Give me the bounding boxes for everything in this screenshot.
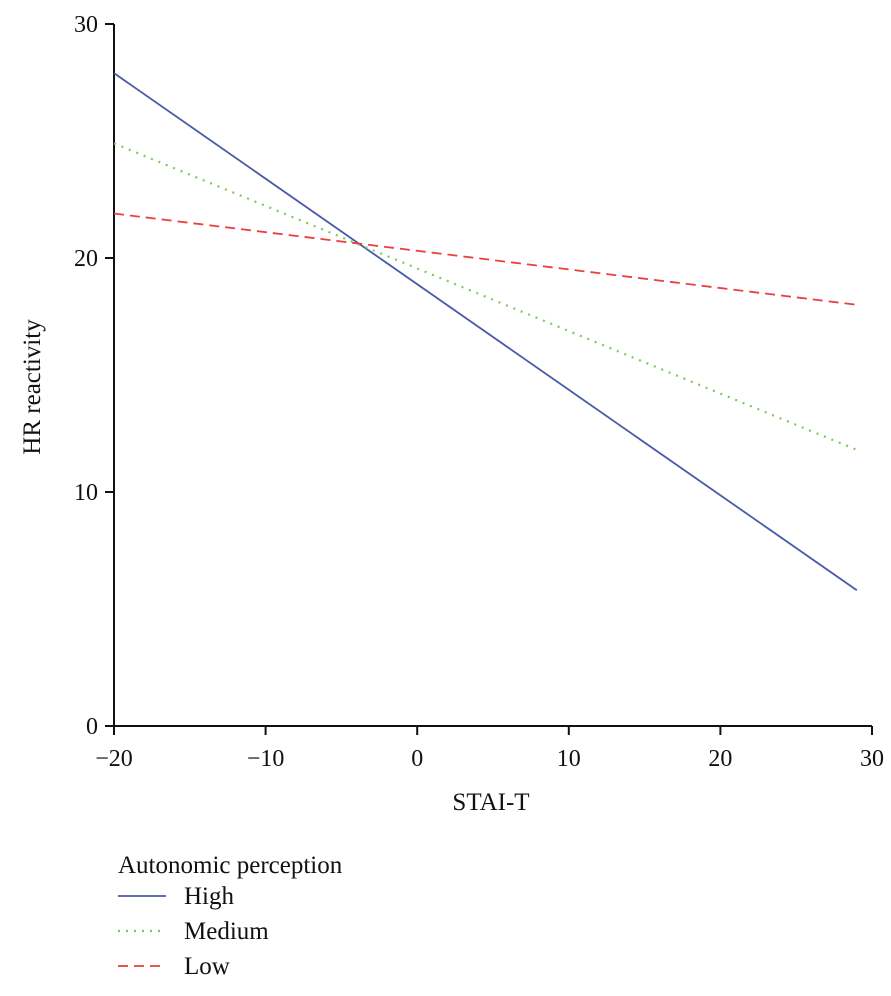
y-axis-title: HR reactivity — [19, 319, 46, 455]
legend-items: High Medium Low — [118, 883, 269, 980]
x-tick-label: −10 — [247, 746, 285, 772]
legend-label-medium: Medium — [184, 918, 269, 945]
y-tick-label: 0 — [86, 714, 98, 740]
series-line-medium — [113, 142, 858, 451]
series-line-high — [113, 72, 858, 592]
x-tick-label: 20 — [708, 746, 732, 772]
series-lines — [113, 72, 858, 592]
x-tick-label: −20 — [95, 746, 133, 772]
y-tick-label: 30 — [74, 12, 98, 38]
x-tick-label: 10 — [557, 746, 581, 772]
x-axis-title: STAI-T — [452, 789, 529, 816]
legend-title: Autonomic perception — [118, 852, 343, 879]
y-ticks: 0 10 20 30 — [74, 12, 114, 740]
y-tick-label: 10 — [74, 480, 98, 506]
series-line-low — [113, 212, 857, 306]
legend-label-high: High — [184, 883, 235, 910]
legend: Autonomic perception High Medium Low — [118, 852, 343, 980]
x-tick-label: 0 — [411, 746, 423, 772]
y-tick-label: 20 — [74, 246, 98, 272]
x-tick-label: 30 — [860, 746, 884, 772]
plot-area: −20 −10 0 10 20 30 0 10 20 30 — [74, 12, 884, 772]
x-ticks: −20 −10 0 10 20 30 — [95, 726, 884, 772]
legend-label-low: Low — [184, 953, 230, 980]
